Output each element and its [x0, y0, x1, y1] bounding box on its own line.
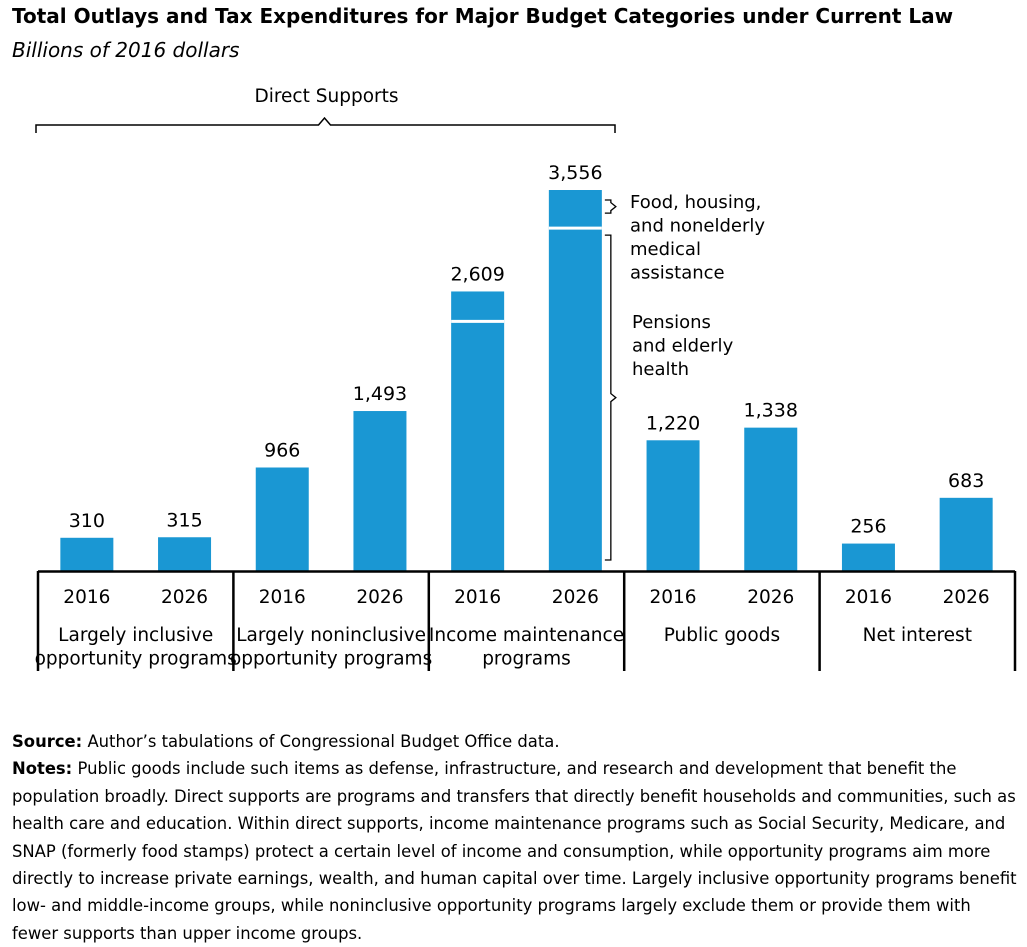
notes: Notes: Public goods include such items a…: [12, 755, 1022, 947]
value-label: 966: [264, 440, 300, 462]
year-label: 2026: [747, 587, 794, 608]
value-label: 1,493: [353, 383, 407, 405]
group-label: Public goods: [664, 625, 780, 646]
food-housing-annotation: medical: [630, 239, 701, 260]
year-label: 2016: [63, 587, 110, 608]
bar-2016-group-3: [646, 440, 700, 571]
year-label: 2026: [161, 587, 208, 608]
source-text: Author’s tabulations of Congressional Bu…: [87, 732, 560, 751]
pensions-annotation: Pensions: [632, 312, 711, 333]
bar-2026-group-0: [158, 537, 212, 571]
group-label: Largely noninclusive: [236, 625, 426, 646]
pensions-annotation: and elderly: [632, 336, 734, 357]
bar-2026-group-4: [939, 497, 993, 571]
bar-chart: 310 2016 315 2026 966 2016 1,493 2026 2,609 2016 3…: [35, 86, 1017, 671]
direct-supports-bracket: [35, 116, 616, 133]
value-label: 1,338: [744, 400, 798, 422]
year-label: 2026: [943, 587, 990, 608]
year-label: 2016: [650, 587, 697, 608]
food-housing-annotation: Food, housing,: [630, 192, 761, 213]
chart-subtitle: Billions of 2016 dollars: [12, 38, 240, 62]
group-label: Largely inclusive: [58, 625, 213, 646]
bar-2026-group-3: [744, 427, 798, 571]
year-label: 2016: [845, 587, 892, 608]
food-housing-annotation: assistance: [630, 263, 725, 284]
year-label: 2016: [454, 587, 501, 608]
group-label: Income maintenance: [429, 625, 624, 646]
value-label: 2,609: [450, 263, 504, 285]
group-label: Net interest: [863, 625, 972, 646]
value-label: 683: [948, 470, 984, 492]
value-label: 256: [850, 516, 886, 538]
group-label: programs: [482, 649, 571, 670]
bar-2016-group-1: [255, 467, 309, 571]
value-label: 310: [69, 510, 105, 532]
value-label: 1,220: [646, 412, 700, 434]
notes-text: Public goods include such items as defen…: [12, 759, 1017, 943]
lower-segment-brace: [604, 234, 617, 561]
bar-2016-group-0: [60, 537, 114, 571]
bar-2026-group-1: [353, 411, 407, 571]
group-label: opportunity programs: [35, 649, 237, 670]
bar-2016-group-4: [841, 543, 895, 571]
bar-2026-group-2: [548, 190, 602, 571]
direct-supports-label: Direct Supports: [254, 86, 398, 107]
upper-segment-brace: [604, 199, 617, 214]
source-label: Source:: [12, 732, 83, 751]
group-label: opportunity programs: [230, 649, 432, 670]
year-label: 2026: [552, 587, 599, 608]
bar-2016-group-2: [451, 291, 505, 571]
notes-label: Notes:: [12, 759, 73, 779]
food-housing-annotation: and nonelderly: [630, 216, 765, 237]
value-label: 3,556: [548, 162, 602, 184]
chart-footer: Source: Author’s tabulations of Congress…: [12, 728, 1022, 947]
chart-title: Total Outlays and Tax Expenditures for M…: [12, 4, 954, 28]
year-label: 2016: [259, 587, 306, 608]
value-label: 315: [166, 509, 202, 531]
pensions-annotation: health: [632, 359, 689, 380]
source-note: Source: Author’s tabulations of Congress…: [12, 728, 1022, 755]
year-label: 2026: [356, 587, 403, 608]
